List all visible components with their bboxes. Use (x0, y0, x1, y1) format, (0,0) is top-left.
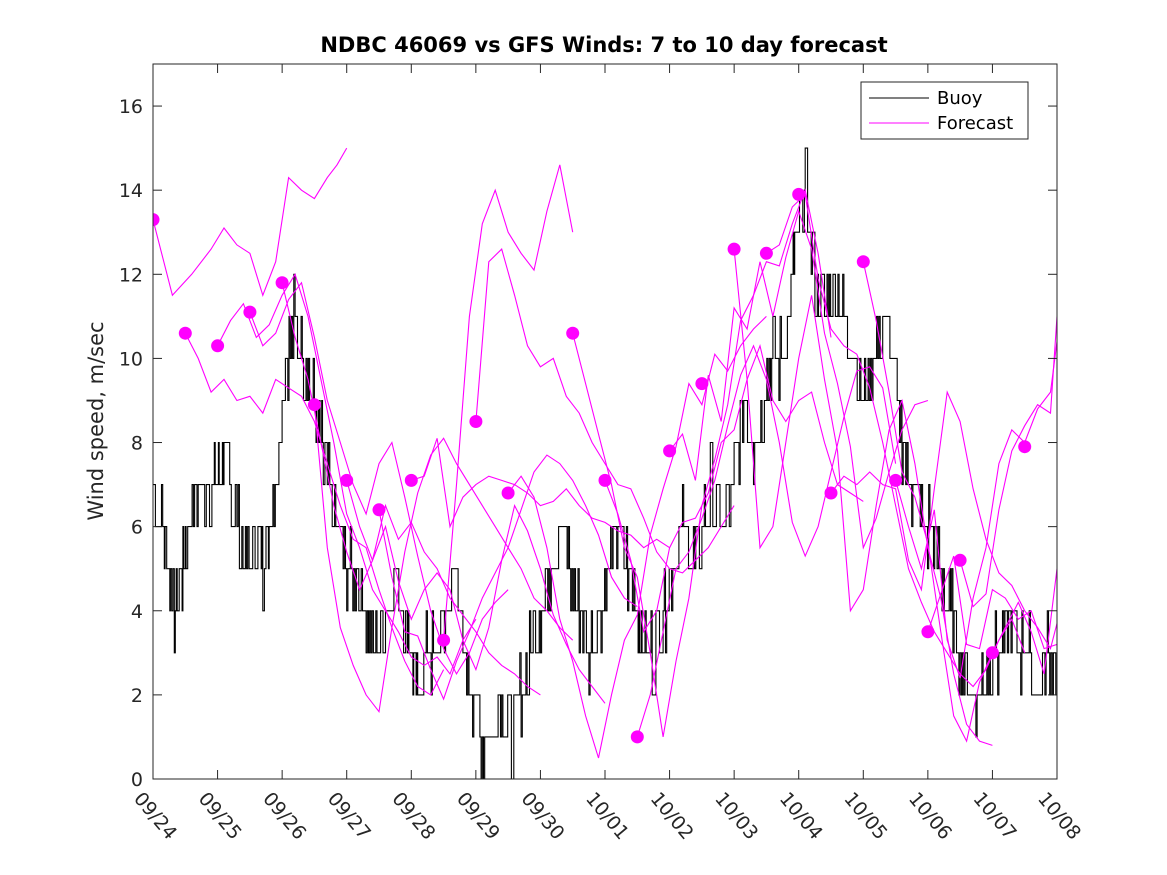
forecast-line-17 (766, 193, 1026, 688)
legend: Buoy Forecast (860, 81, 1029, 140)
forecast-line-13 (604, 343, 864, 634)
x-tick-label-09-24: 09/24 (129, 788, 181, 844)
forecast-line-20 (895, 341, 1057, 679)
legend-box (860, 81, 1029, 140)
forecast-line-8 (411, 438, 670, 549)
y-tick-label-14: 14 (119, 180, 143, 202)
buoy-series-line (153, 147, 1057, 779)
y-axis-label: Wind speed, m/sec (84, 321, 108, 520)
forecast-line-21 (927, 555, 1057, 650)
forecast-marker-22 (889, 473, 903, 487)
forecast-marker-25 (985, 646, 999, 660)
forecast-marker-23 (921, 625, 935, 639)
y-tick-label-4: 4 (131, 601, 143, 623)
forecast-line-19 (862, 261, 1057, 743)
forecast-line-6 (346, 480, 606, 704)
forecast-marker-8 (404, 473, 418, 487)
forecast-marker-5 (307, 398, 321, 412)
x-tick-label-10-03: 10/03 (710, 788, 762, 844)
forecast-marker-11 (501, 486, 515, 500)
x-tick-label-10-05: 10/05 (839, 788, 891, 844)
forecast-marker-26 (1018, 440, 1032, 454)
plot-frame (152, 63, 1058, 780)
x-tick-label-09-26: 09/26 (258, 788, 310, 844)
y-tick-label-10: 10 (119, 348, 143, 370)
forecast-line-1 (184, 332, 445, 696)
x-tick-label-09-30: 09/30 (517, 788, 569, 844)
forecast-line-11 (507, 316, 767, 759)
forecast-line-22 (959, 316, 1057, 608)
forecast-line-15 (669, 209, 929, 550)
forecast-line-7 (378, 454, 638, 701)
forecast-marker-0 (153, 213, 160, 227)
legend-label-forecast: Forecast (937, 113, 1013, 134)
forecast-marker-19 (792, 187, 806, 201)
series-layer (153, 147, 1057, 779)
chart-title: NDBC 46069 vs GFS Winds: 7 to 10 day for… (320, 33, 887, 57)
x-tick-label-09-27: 09/27 (323, 788, 375, 844)
x-tick-label-09-25: 09/25 (194, 788, 246, 844)
forecast-marker-21 (856, 255, 870, 269)
forecast-marker-20 (824, 486, 838, 500)
y-tick-label-0: 0 (131, 769, 143, 791)
legend-label-buoy: Buoy (937, 88, 983, 109)
x-tick-label-10-01: 10/01 (581, 788, 633, 844)
forecast-marker-4 (275, 276, 289, 290)
forecast-marker-17 (727, 242, 741, 256)
y-tick-label-8: 8 (131, 433, 143, 455)
forecast-marker-18 (759, 246, 773, 260)
x-tick-label-10-04: 10/04 (775, 788, 827, 844)
forecast-marker-1 (178, 326, 192, 340)
y-tick-label-2: 2 (131, 685, 143, 707)
forecast-marker-14 (630, 730, 644, 744)
forecast-marker-10 (469, 415, 483, 428)
forecast-line-3 (249, 281, 509, 676)
x-tick-label-09-29: 09/29 (452, 788, 504, 844)
forecast-line-4 (281, 282, 541, 696)
x-tick-label-10-07: 10/07 (969, 788, 1021, 844)
x-tick-label-10-08: 10/08 (1033, 788, 1085, 844)
forecast-marker-15 (663, 444, 677, 458)
forecast-line-12 (572, 188, 832, 737)
forecast-line-9 (443, 164, 574, 641)
y-tick-label-16: 16 (119, 96, 143, 118)
forecast-line-2 (217, 272, 477, 676)
forecast-marker-13 (598, 473, 612, 487)
y-tick-label-12: 12 (119, 264, 143, 286)
x-tick-label-10-02: 10/02 (646, 788, 698, 844)
forecast-line-5 (313, 404, 574, 714)
forecast-marker-12 (566, 326, 580, 340)
forecast-marker-6 (340, 473, 354, 487)
x-tick-label-09-28: 09/28 (387, 788, 439, 844)
forecast-marker-9 (437, 633, 451, 647)
forecast-line-14 (636, 344, 897, 738)
forecast-marker-24 (953, 553, 967, 567)
forecast-line-18 (830, 390, 1057, 650)
forecast-marker-2 (211, 339, 225, 353)
forecast-marker-3 (243, 305, 257, 319)
forecast-marker-7 (372, 503, 386, 517)
x-tick-label-10-06: 10/06 (904, 788, 956, 844)
forecast-line-16 (733, 249, 993, 746)
forecast-marker-16 (695, 377, 709, 391)
y-tick-label-6: 6 (131, 517, 143, 539)
forecast-line-0 (153, 147, 348, 297)
forecast-line-10 (475, 248, 735, 574)
